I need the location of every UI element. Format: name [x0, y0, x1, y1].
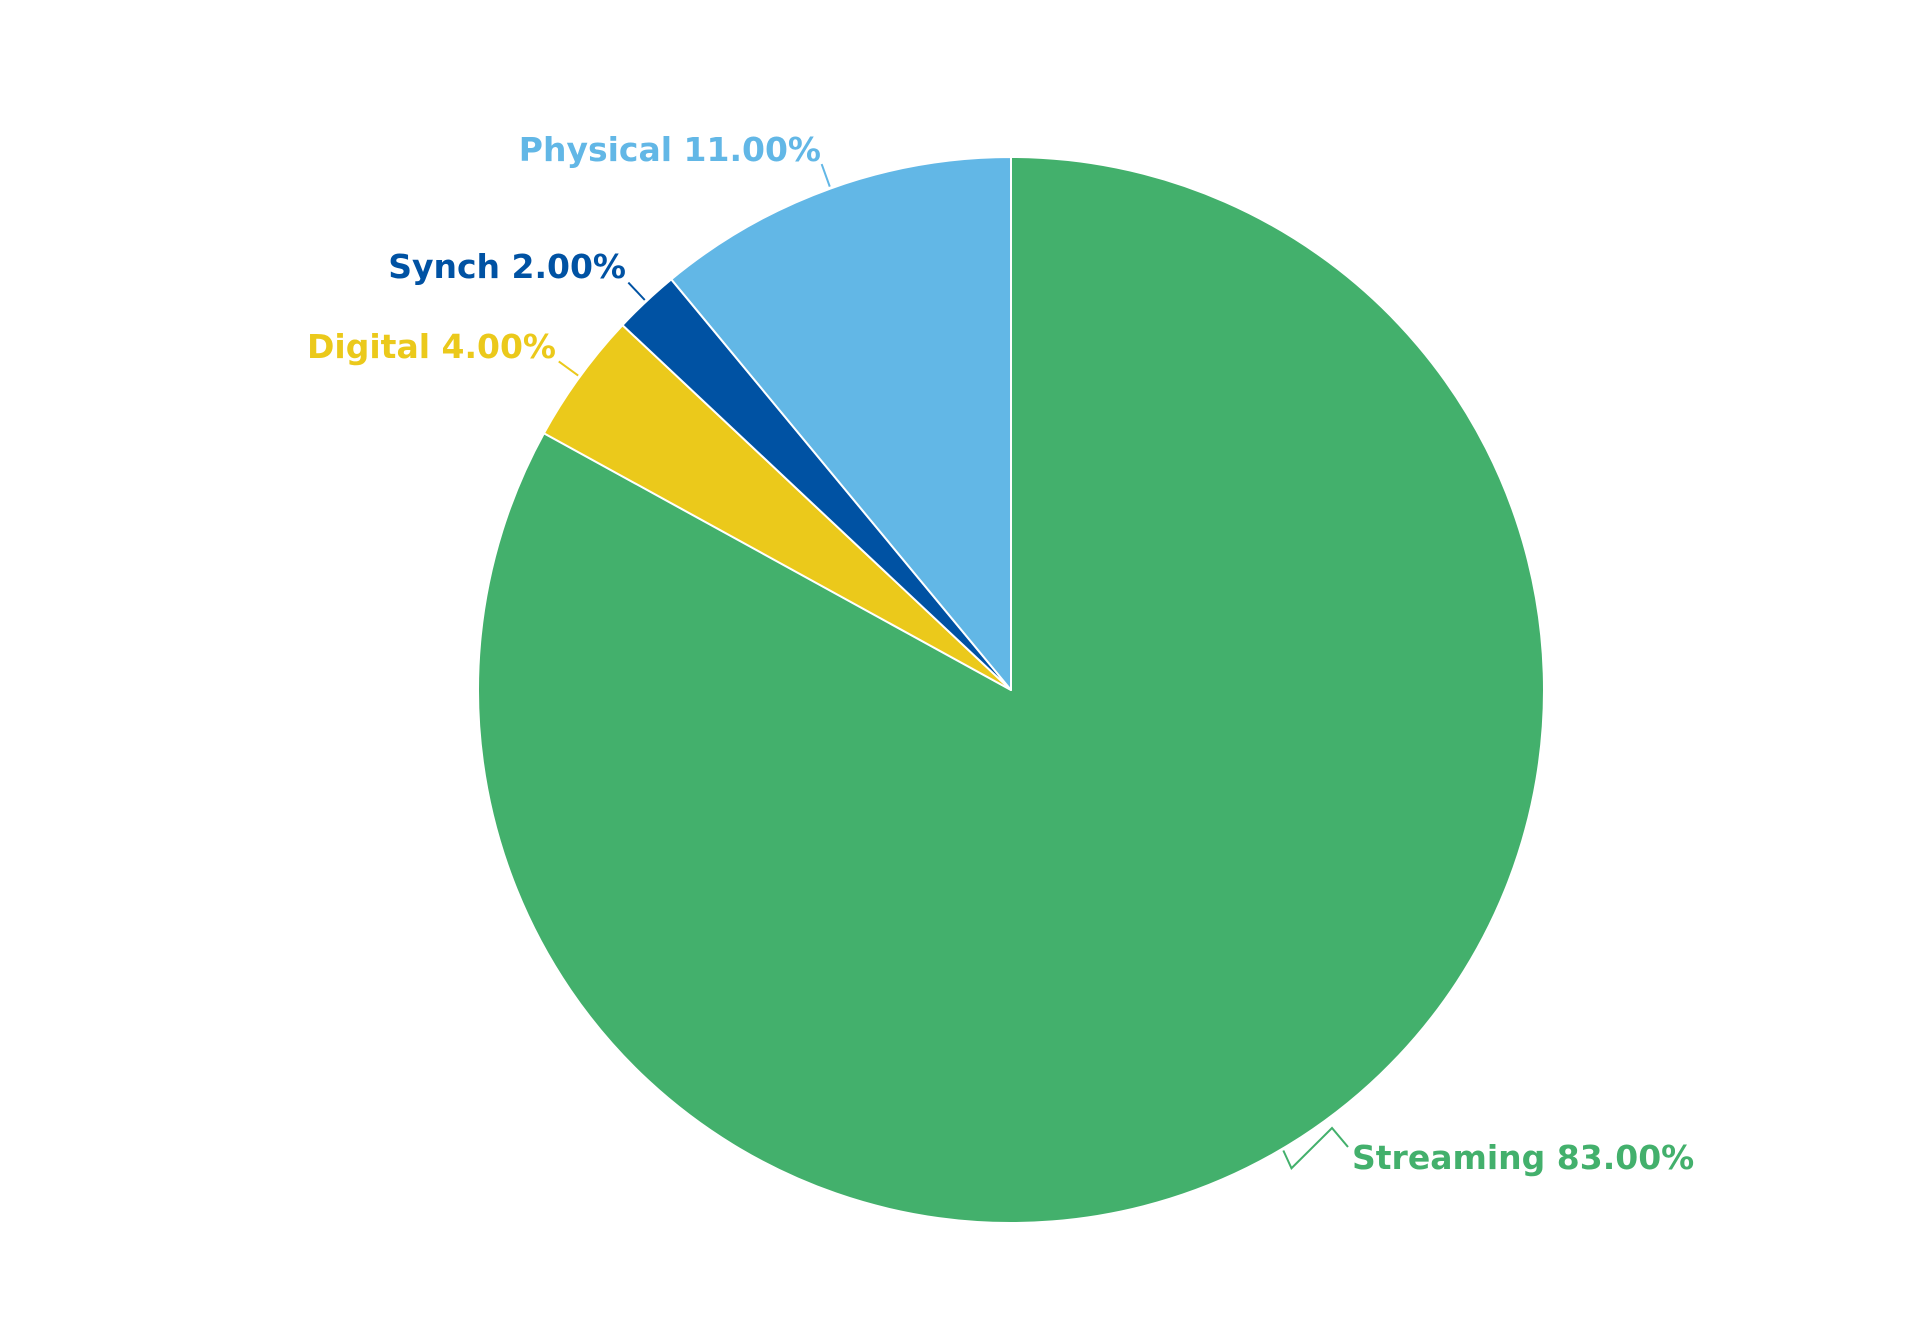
slice-label-synch: Synch 2.00%	[388, 247, 626, 286]
pie-slice-streaming	[477, 156, 1545, 1224]
pie-slices	[477, 156, 1545, 1224]
leader-line-streaming	[1282, 1126, 1349, 1170]
leader-line-digital	[558, 360, 579, 377]
leader-lines	[558, 163, 1349, 1170]
slice-label-streaming: Streaming 83.00%	[1352, 1138, 1694, 1177]
pie-slice-physical	[670, 156, 1012, 691]
slice-label-digital: Digital 4.00%	[307, 327, 556, 366]
slice-label-physical: Physical 11.00%	[519, 130, 821, 169]
leader-line-synch	[627, 281, 646, 301]
leader-line-physical	[820, 163, 831, 187]
